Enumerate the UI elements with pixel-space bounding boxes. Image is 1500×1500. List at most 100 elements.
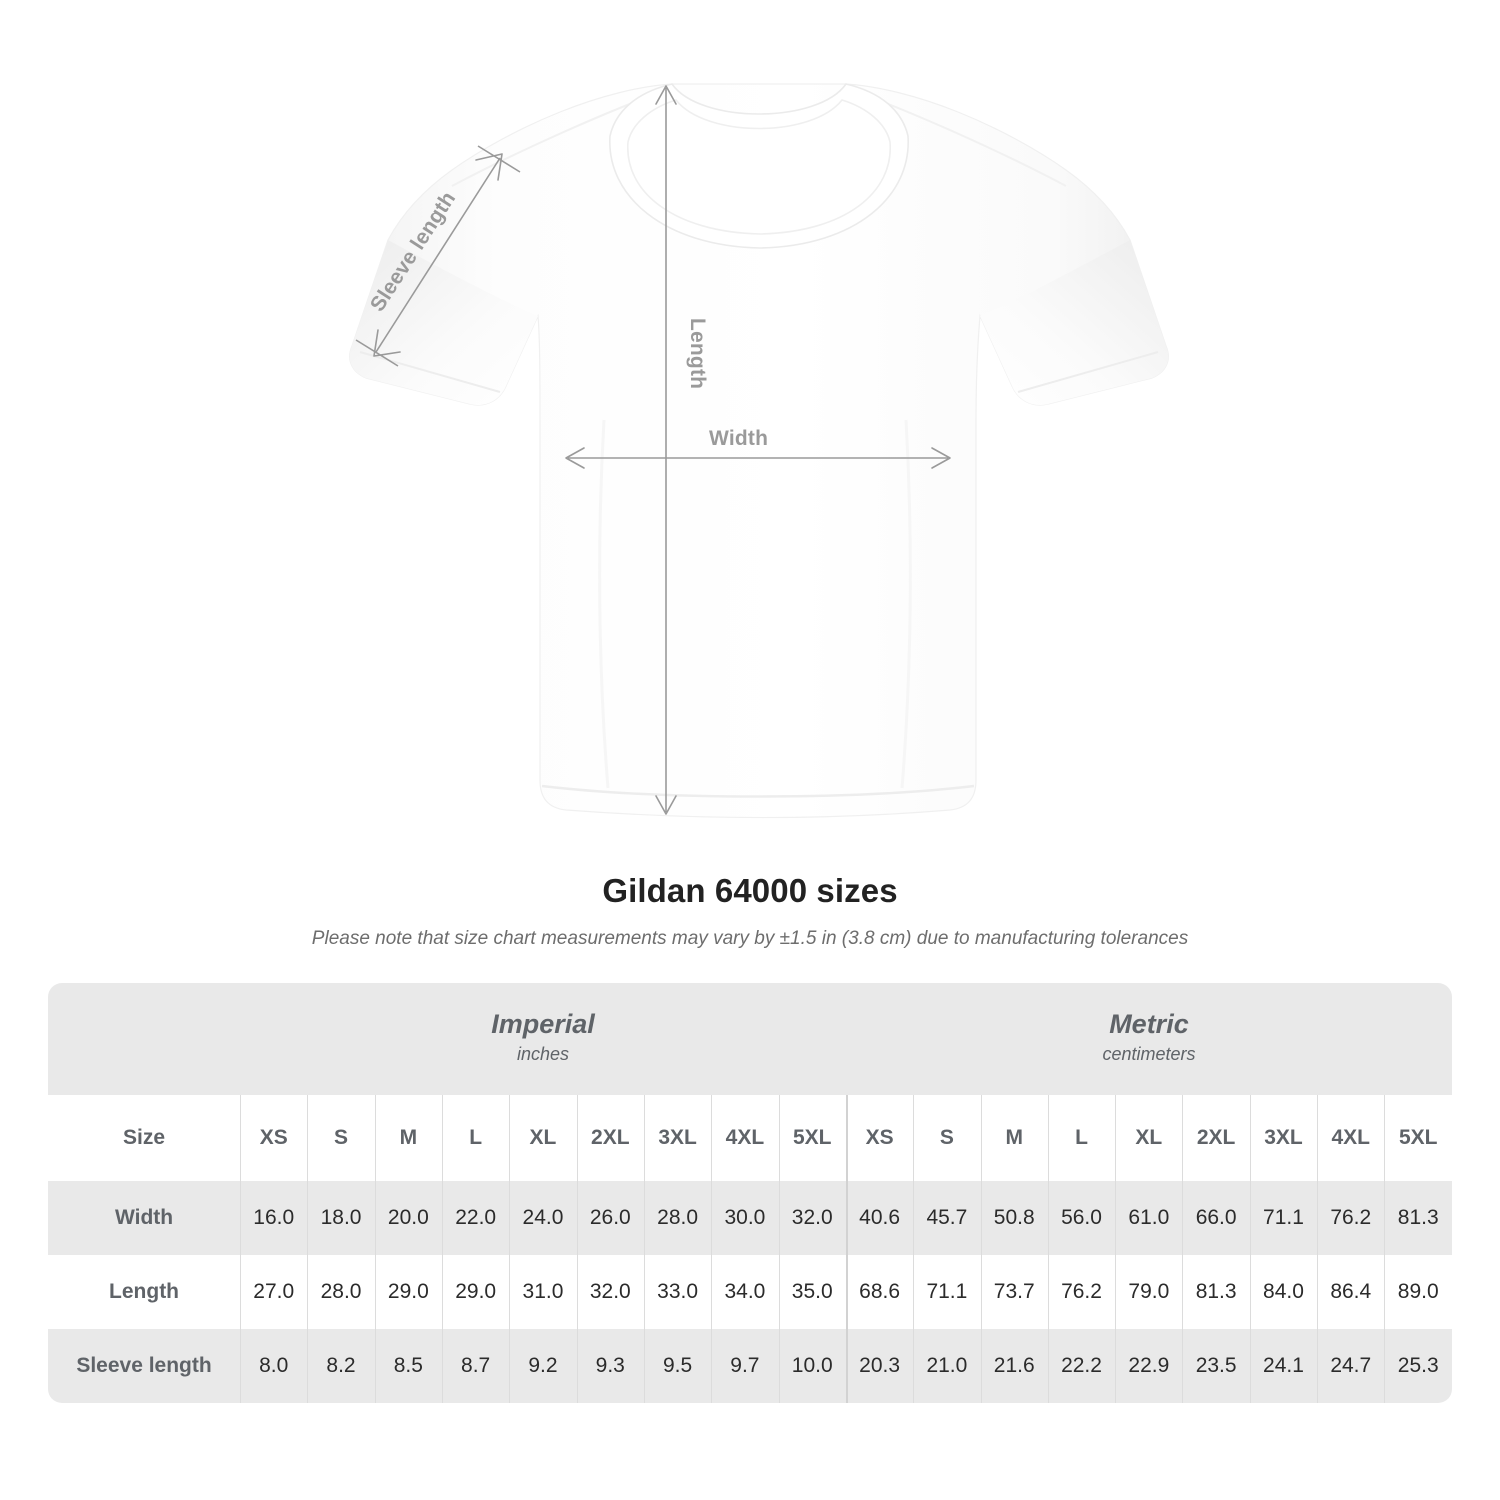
cell-sleeve-metric-3xl: 24.1 — [1249, 1329, 1318, 1403]
tshirt-sleeve-right — [980, 240, 1169, 406]
size-header-metric-xs: XS — [845, 1095, 914, 1181]
cell-sleeve-imperial-3xl: 9.5 — [643, 1329, 712, 1403]
cell-length-imperial-xs: 27.0 — [240, 1255, 308, 1329]
cell-length-metric-l: 76.2 — [1047, 1255, 1116, 1329]
size-header-label: Size — [48, 1095, 241, 1181]
tshirt-collar — [609, 83, 909, 249]
unit-group-metric: Metric centimeters — [845, 983, 1452, 1095]
size-header-metric-l: L — [1047, 1095, 1116, 1181]
cell-width-metric-l: 56.0 — [1047, 1181, 1116, 1255]
size-header-metric-s: S — [913, 1095, 981, 1181]
cell-width-imperial-xs: 16.0 — [240, 1181, 308, 1255]
cell-width-imperial-5xl: 32.0 — [778, 1181, 846, 1255]
cell-width-metric-s: 45.7 — [913, 1181, 981, 1255]
collar-inner-seam — [627, 99, 891, 235]
size-header-imperial-3xl: 3XL — [643, 1095, 712, 1181]
cell-length-imperial-4xl: 34.0 — [711, 1255, 779, 1329]
size-header-metric-2xl: 2XL — [1182, 1095, 1250, 1181]
sleeve-hem-left — [359, 351, 501, 393]
cell-sleeve-imperial-2xl: 9.3 — [576, 1329, 644, 1403]
cell-sleeve-imperial-l: 8.7 — [442, 1329, 510, 1403]
cell-width-imperial-s: 18.0 — [307, 1181, 375, 1255]
sleeve-hem-right — [1017, 351, 1159, 393]
cell-length-imperial-2xl: 32.0 — [576, 1255, 644, 1329]
cell-sleeve-metric-l: 22.2 — [1047, 1329, 1116, 1403]
tshirt-diagram: Length Width Sleeve length — [349, 83, 1169, 819]
size-header-imperial-m: M — [374, 1095, 442, 1181]
cell-length-metric-3xl: 84.0 — [1249, 1255, 1318, 1329]
cell-length-imperial-xl: 31.0 — [509, 1255, 577, 1329]
fabric-fold-left — [598, 419, 610, 789]
size-header-imperial-xs: XS — [240, 1095, 308, 1181]
cell-sleeve-imperial-xs: 8.0 — [240, 1329, 308, 1403]
cell-length-metric-2xl: 81.3 — [1182, 1255, 1250, 1329]
cell-width-metric-xl: 61.0 — [1115, 1181, 1183, 1255]
tshirt-silhouette — [349, 83, 1169, 819]
banner-spacer — [48, 983, 241, 1095]
cell-length-imperial-l: 29.0 — [442, 1255, 510, 1329]
size-header-imperial-s: S — [307, 1095, 375, 1181]
cell-sleeve-imperial-m: 8.5 — [374, 1329, 442, 1403]
cell-width-metric-2xl: 66.0 — [1182, 1181, 1250, 1255]
size-header-imperial-4xl: 4XL — [711, 1095, 779, 1181]
cell-length-metric-5xl: 89.0 — [1384, 1255, 1452, 1329]
unit-name-metric: centimeters — [1102, 1044, 1196, 1065]
cell-sleeve-metric-xl: 22.9 — [1115, 1329, 1183, 1403]
tshirt-sleeve-left — [349, 240, 538, 406]
size-header-row: Size XS S M L XL 2XL 3XL 4XL 5XL XS S M … — [48, 1095, 1452, 1181]
size-header-imperial-5xl: 5XL — [778, 1095, 846, 1181]
size-header-imperial-2xl: 2XL — [576, 1095, 644, 1181]
width-label: Width — [709, 427, 768, 450]
unit-system-metric: Metric — [1109, 1009, 1189, 1040]
width-guide — [565, 447, 951, 469]
cell-length-imperial-m: 29.0 — [374, 1255, 442, 1329]
table-body: Width 16.0 18.0 20.0 22.0 24.0 26.0 28.0… — [48, 1181, 1452, 1403]
size-header-metric-m: M — [980, 1095, 1048, 1181]
cell-length-metric-m: 73.7 — [980, 1255, 1048, 1329]
cell-width-imperial-m: 20.0 — [374, 1181, 442, 1255]
measurement-guides — [355, 85, 951, 815]
table-row-length: Length 27.0 28.0 29.0 29.0 31.0 32.0 33.… — [48, 1255, 1452, 1329]
cell-sleeve-metric-xs: 20.3 — [845, 1329, 914, 1403]
cell-width-imperial-3xl: 28.0 — [643, 1181, 712, 1255]
size-table-container: Imperial inches Metric centimeters Size … — [48, 983, 1452, 1403]
chart-title-block: Gildan 64000 sizes Please note that size… — [0, 872, 1500, 950]
table-row-sleeve-length: Sleeve length 8.0 8.2 8.5 8.7 9.2 9.3 9.… — [48, 1329, 1452, 1403]
cell-length-imperial-s: 28.0 — [307, 1255, 375, 1329]
cell-width-metric-3xl: 71.1 — [1249, 1181, 1318, 1255]
unit-banner-row: Imperial inches Metric centimeters — [48, 983, 1452, 1095]
cell-width-imperial-4xl: 30.0 — [711, 1181, 779, 1255]
table-row-width: Width 16.0 18.0 20.0 22.0 24.0 26.0 28.0… — [48, 1181, 1452, 1255]
cell-width-imperial-xl: 24.0 — [509, 1181, 577, 1255]
table-head: Size XS S M L XL 2XL 3XL 4XL 5XL XS S M … — [48, 1095, 1452, 1181]
row-label-length: Length — [48, 1255, 241, 1329]
cell-sleeve-metric-s: 21.0 — [913, 1329, 981, 1403]
unit-group-imperial: Imperial inches — [240, 983, 846, 1095]
cell-width-imperial-2xl: 26.0 — [576, 1181, 644, 1255]
cell-sleeve-imperial-s: 8.2 — [307, 1329, 375, 1403]
cell-width-metric-m: 50.8 — [980, 1181, 1048, 1255]
size-header-metric-5xl: 5XL — [1384, 1095, 1452, 1181]
unit-system-imperial: Imperial — [491, 1009, 595, 1040]
cell-length-imperial-5xl: 35.0 — [778, 1255, 846, 1329]
size-table: Imperial inches Metric centimeters Size … — [48, 983, 1452, 1403]
size-header-metric-3xl: 3XL — [1249, 1095, 1318, 1181]
row-label-width: Width — [48, 1181, 241, 1255]
cell-sleeve-metric-5xl: 25.3 — [1384, 1329, 1452, 1403]
cell-sleeve-imperial-4xl: 9.7 — [711, 1329, 779, 1403]
size-header-imperial-xl: XL — [509, 1095, 577, 1181]
bottom-hem — [541, 784, 975, 798]
cell-sleeve-metric-m: 21.6 — [980, 1329, 1048, 1403]
size-header-imperial-l: L — [442, 1095, 510, 1181]
row-label-sleeve-length: Sleeve length — [48, 1329, 241, 1403]
size-header-metric-xl: XL — [1115, 1095, 1183, 1181]
cell-length-metric-s: 71.1 — [913, 1255, 981, 1329]
cell-width-metric-5xl: 81.3 — [1384, 1181, 1452, 1255]
page-title: Gildan 64000 sizes — [602, 872, 898, 909]
cell-length-imperial-3xl: 33.0 — [643, 1255, 712, 1329]
table-unit-banner: Imperial inches Metric centimeters — [48, 983, 1452, 1095]
length-guide — [655, 85, 677, 815]
cell-width-metric-xs: 40.6 — [845, 1181, 914, 1255]
unit-name-imperial: inches — [516, 1044, 569, 1065]
